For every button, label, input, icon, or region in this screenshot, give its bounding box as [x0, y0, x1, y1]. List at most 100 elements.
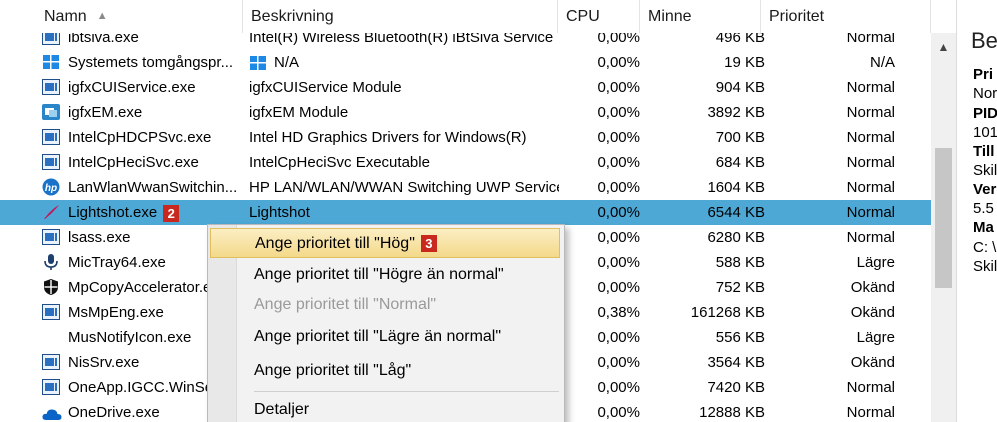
header-name-label: Namn	[44, 8, 87, 25]
process-name: OneApp.IGCC.WinSe	[68, 379, 214, 396]
scroll-thumb[interactable]	[935, 148, 952, 288]
process-priority: Okänd	[850, 279, 895, 296]
process-memory: 556 KB	[715, 329, 765, 346]
table-row[interactable]: OneApp.IGCC.WinSe 0,00% 7420 KB Normal	[0, 375, 931, 400]
process-name: LanWlanWwanSwitchin...	[68, 179, 238, 196]
process-priority: Normal	[846, 179, 895, 196]
details-text: Skil	[973, 258, 997, 275]
process-name: igfxCUIService.exe	[68, 79, 196, 96]
process-memory: 6280 KB	[707, 229, 765, 246]
process-cpu: 0,00%	[597, 154, 640, 171]
window-icon	[42, 154, 60, 170]
table-row[interactable]: MsMpEng.exe 0,38% 161268 KB Okänd	[0, 300, 931, 325]
header-priority[interactable]: Prioritet	[761, 0, 931, 33]
menu-separator	[254, 391, 559, 392]
process-name: NisSrv.exe	[68, 354, 140, 371]
menu-item-label: Ange prioritet till "Normal"	[254, 296, 437, 313]
process-description: Lightshot	[249, 204, 310, 221]
details-title: Be	[971, 28, 997, 53]
header-cpu[interactable]: CPU	[558, 0, 640, 33]
table-row[interactable]: igfxEM.exe igfxEM Module 0,00% 3892 KB N…	[0, 100, 931, 125]
process-name: MsMpEng.exe	[68, 304, 164, 321]
menu-item-label: Ange prioritet till "Hög"	[255, 235, 415, 252]
process-priority: Lägre	[856, 254, 895, 271]
details-text: Ma	[973, 219, 994, 236]
details-text: 5.5	[973, 200, 994, 217]
table-row[interactable]: NisSrv.exe 0,00% 3564 KB Okänd	[0, 350, 931, 375]
process-priority: Lägre	[856, 329, 895, 346]
process-name: ibtsiva.exe	[68, 29, 139, 46]
process-name-cell: Lightshot.exe 2	[68, 200, 240, 225]
process-memory: 161268 KB	[690, 304, 765, 321]
process-cpu: 0,00%	[597, 204, 640, 221]
process-cpu: 0,00%	[597, 379, 640, 396]
intel-graphics-icon	[42, 104, 60, 120]
header-memory[interactable]: Minne	[640, 0, 761, 33]
process-priority: Normal	[846, 229, 895, 246]
header-memory-label: Minne	[648, 8, 692, 25]
process-cpu: 0,00%	[597, 79, 640, 96]
process-priority: Okänd	[850, 304, 895, 321]
process-memory: 7420 KB	[707, 379, 765, 396]
process-cpu: 0,00%	[597, 29, 640, 46]
details-text: Skil	[973, 162, 997, 179]
menu-item-priority-low[interactable]: Ange prioritet till "Låg"	[210, 356, 560, 386]
scroll-up-arrow-icon[interactable]: ▲	[937, 40, 950, 54]
table-row[interactable]: lsass.exe 0,00% 6280 KB Normal	[0, 225, 931, 250]
process-memory: 752 KB	[715, 279, 765, 296]
process-name: IntelCpHeciSvc.exe	[68, 154, 199, 171]
cloud-icon	[42, 409, 62, 420]
table-row[interactable]: MusNotifyIcon.exe 0,00% 556 KB Lägre	[0, 325, 931, 350]
process-description: igfxEM Module	[249, 104, 349, 121]
process-memory: 1604 KB	[707, 179, 765, 196]
menu-item-priority-high[interactable]: Ange prioritet till "Hög" 3	[210, 228, 560, 258]
table-row[interactable]: igfxCUIService.exe igfxCUIService Module…	[0, 75, 931, 100]
process-cpu: 0,00%	[597, 329, 640, 346]
process-priority: Normal	[846, 104, 895, 121]
svg-text:hp: hp	[45, 183, 57, 194]
process-priority: Normal	[846, 379, 895, 396]
table-row[interactable]: OneDrive.exe 0,00% 12888 KB Normal	[0, 400, 931, 422]
process-priority: Okänd	[850, 354, 895, 371]
process-memory: 6544 KB	[707, 204, 765, 221]
vertical-scrollbar[interactable]: ▲	[931, 33, 956, 422]
process-name: OneDrive.exe	[68, 404, 160, 421]
table-row[interactable]: IntelCpHeciSvc.exe IntelCpHeciSvc Execut…	[0, 150, 931, 175]
hp-logo-icon: hp	[42, 178, 60, 196]
details-text: Nor	[973, 85, 997, 102]
window-icon	[42, 354, 60, 370]
table-row[interactable]: MicTray64.exe 0,00% 588 KB Lägre	[0, 250, 931, 275]
table-row-selected[interactable]: Lightshot.exe 2 Lightshot 0,00% 6544 KB N…	[0, 200, 931, 225]
menu-item-details[interactable]: Detaljer	[210, 395, 560, 422]
menu-item-priority-below-normal[interactable]: Ange prioritet till "Lägre än normal"	[210, 322, 560, 352]
window-icon	[42, 379, 60, 395]
window-icon	[42, 129, 60, 145]
details-text: C: \	[973, 239, 997, 256]
process-cpu: 0,00%	[597, 279, 640, 296]
process-priority: N/A	[869, 54, 895, 71]
table-row[interactable]: ibtsiva.exe Intel(R) Wireless Bluetooth(…	[0, 25, 931, 50]
details-text: 101	[973, 124, 997, 141]
process-description: igfxCUIService Module	[249, 79, 402, 96]
details-text: PID	[973, 105, 997, 122]
menu-item-label: Ange prioritet till "Lägre än normal"	[254, 328, 502, 345]
process-memory: 19 KB	[724, 54, 765, 71]
process-memory: 496 KB	[715, 29, 765, 46]
menu-item-priority-normal: Ange prioritet till "Normal"	[210, 290, 560, 320]
priority-context-menu: Ange prioritet till "Hög" 3 Ange priorite…	[207, 224, 565, 422]
process-cpu: 0,00%	[597, 354, 640, 371]
header-description[interactable]: Beskrivning	[243, 0, 558, 33]
table-row[interactable]: IntelCpHDCPSvc.exe Intel HD Graphics Dri…	[0, 125, 931, 150]
process-memory: 684 KB	[715, 154, 765, 171]
table-row[interactable]: hp LanWlanWwanSwitchin... HP LAN/WLAN/WW…	[0, 175, 931, 200]
menu-item-priority-above-normal[interactable]: Ange prioritet till "Högre än normal"	[210, 260, 560, 290]
process-description: HP LAN/WLAN/WWAN Switching UWP Service	[249, 179, 559, 196]
process-priority: Normal	[846, 29, 895, 46]
header-name[interactable]: Namn ▲	[0, 0, 243, 33]
process-cpu: 0,00%	[597, 104, 640, 121]
table-row[interactable]: MpCopyAccelerator.e 0,00% 752 KB Okänd	[0, 275, 931, 300]
table-row[interactable]: Systemets tomgångspr... N/A 0,00% 19 KB …	[0, 50, 931, 75]
process-memory: 3564 KB	[707, 354, 765, 371]
menu-item-label: Ange prioritet till "Låg"	[254, 362, 412, 379]
